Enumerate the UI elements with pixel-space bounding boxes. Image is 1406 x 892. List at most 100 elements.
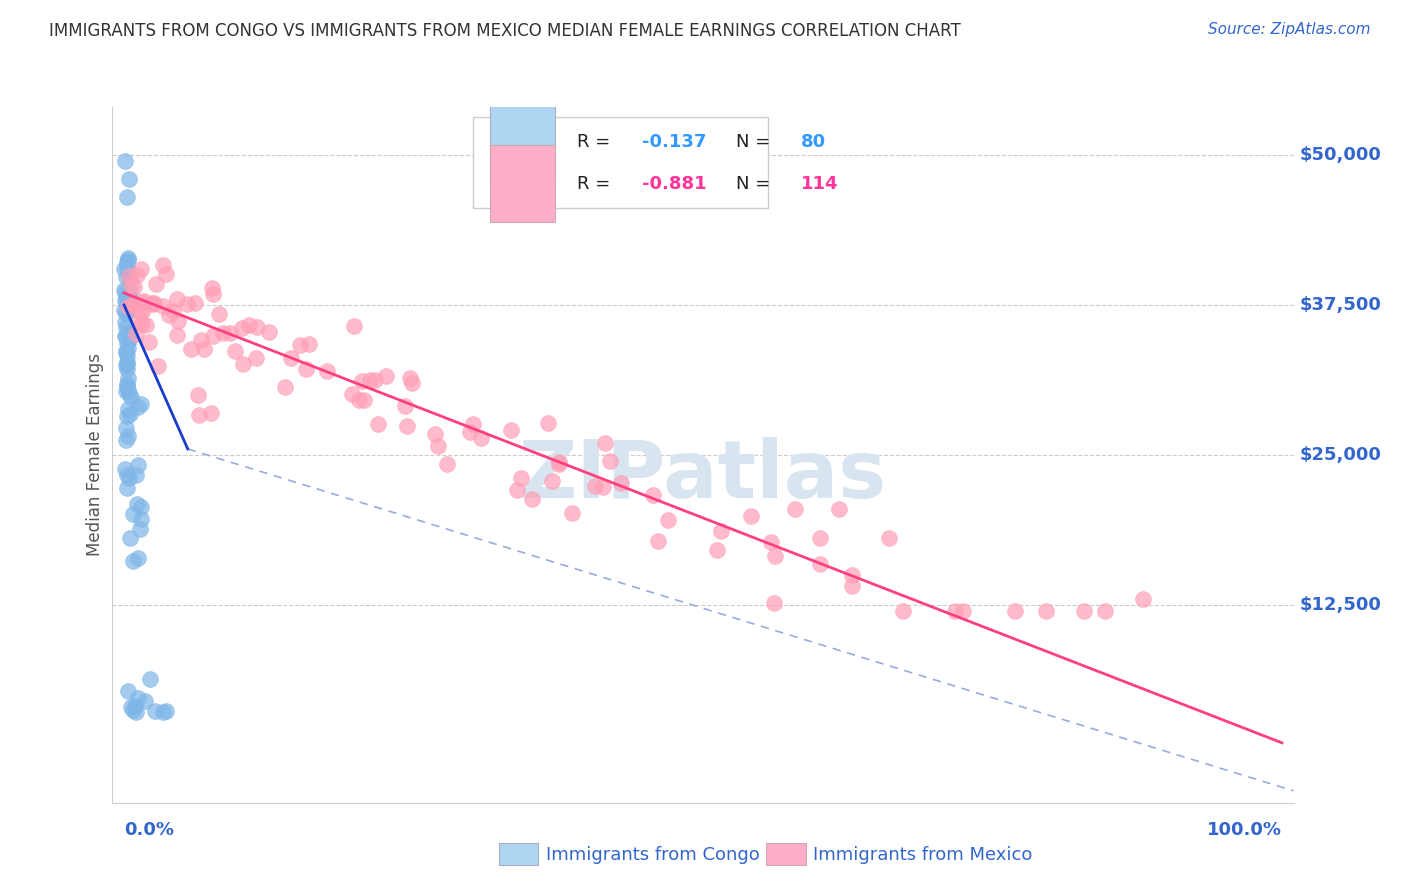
Text: Source: ZipAtlas.com: Source: ZipAtlas.com — [1208, 22, 1371, 37]
Point — [115, 295, 138, 310]
Point — [201, 329, 224, 343]
Text: 114: 114 — [801, 175, 838, 193]
Point — [120, 531, 142, 545]
Point — [117, 387, 139, 401]
Point — [231, 321, 253, 335]
Point — [115, 357, 138, 371]
Point — [505, 483, 527, 497]
Point — [162, 304, 184, 318]
Point — [316, 364, 339, 378]
Point — [783, 502, 806, 516]
Point — [401, 376, 423, 390]
Point — [657, 513, 679, 527]
Text: N =: N = — [737, 133, 776, 151]
Point — [114, 293, 136, 308]
Point — [114, 302, 136, 317]
Point — [184, 296, 207, 310]
Point — [561, 506, 583, 520]
Point — [350, 374, 373, 388]
Point — [207, 307, 229, 321]
Point — [219, 326, 242, 341]
Text: 80: 80 — [801, 133, 827, 151]
Point — [115, 409, 138, 423]
Point — [118, 291, 141, 305]
Point — [117, 328, 139, 343]
Point — [610, 475, 633, 490]
Point — [238, 318, 260, 332]
Point — [537, 416, 560, 430]
Text: IMMIGRANTS FROM CONGO VS IMMIGRANTS FROM MEXICO MEDIAN FEMALE EARNINGS CORRELATI: IMMIGRANTS FROM CONGO VS IMMIGRANTS FROM… — [49, 22, 960, 40]
Point — [200, 406, 222, 420]
Point — [280, 351, 302, 366]
Point — [115, 260, 138, 275]
Point — [114, 154, 136, 169]
Bar — [491, 145, 555, 222]
Point — [115, 290, 138, 304]
Point — [129, 261, 152, 276]
Point — [143, 704, 166, 718]
Point — [115, 377, 138, 392]
Point — [295, 361, 318, 376]
Point — [122, 508, 145, 522]
Point — [763, 596, 786, 610]
Point — [1132, 591, 1154, 606]
Point — [122, 298, 145, 312]
Point — [128, 522, 150, 536]
Point — [115, 362, 138, 376]
Point — [375, 369, 398, 384]
Point — [274, 380, 297, 394]
Point — [141, 295, 163, 310]
Point — [118, 272, 141, 286]
Point — [117, 253, 139, 268]
Point — [117, 172, 139, 186]
Point — [122, 280, 145, 294]
Text: $25,000: $25,000 — [1299, 446, 1381, 464]
Point — [142, 296, 165, 310]
Point — [118, 291, 141, 305]
Point — [426, 439, 449, 453]
Point — [436, 457, 458, 471]
Point — [114, 384, 136, 398]
Point — [187, 408, 209, 422]
Point — [117, 341, 139, 355]
Point — [117, 326, 139, 340]
Point — [134, 694, 156, 708]
Point — [125, 326, 148, 341]
Point — [114, 315, 136, 329]
Point — [115, 328, 138, 343]
Point — [115, 378, 138, 392]
Text: Immigrants from Mexico: Immigrants from Mexico — [813, 846, 1032, 863]
Point — [115, 467, 138, 482]
Point — [129, 304, 152, 318]
Point — [257, 325, 280, 339]
Point — [118, 408, 141, 422]
Point — [193, 343, 215, 357]
Point — [115, 420, 138, 434]
Point — [706, 543, 728, 558]
Point — [841, 568, 863, 582]
Point — [342, 387, 364, 401]
Point — [129, 397, 152, 411]
Point — [180, 342, 202, 356]
Point — [1004, 604, 1026, 618]
Point — [298, 336, 321, 351]
Point — [118, 289, 141, 303]
Point — [131, 317, 153, 331]
Point — [155, 704, 177, 718]
Point — [131, 294, 153, 309]
Point — [359, 373, 381, 387]
Point — [114, 306, 136, 320]
Text: ZIPatlas: ZIPatlas — [519, 437, 887, 515]
Point — [763, 549, 786, 564]
Text: -0.137: -0.137 — [641, 133, 706, 151]
Point — [470, 431, 492, 445]
Point — [740, 509, 762, 524]
Point — [176, 297, 198, 311]
Point — [117, 683, 139, 698]
Point — [224, 343, 246, 358]
Point — [548, 457, 571, 471]
Point — [121, 298, 143, 312]
Point — [115, 255, 138, 269]
Point — [152, 299, 174, 313]
Point — [129, 512, 152, 526]
